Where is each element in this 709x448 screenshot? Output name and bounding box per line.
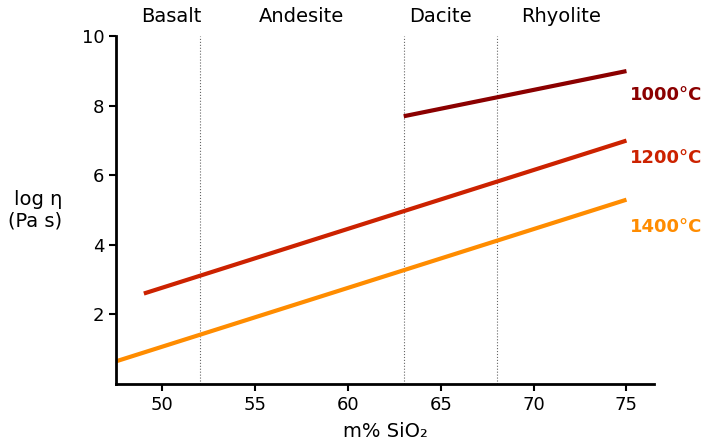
Text: Basalt: Basalt — [142, 7, 202, 26]
Text: Rhyolite: Rhyolite — [522, 7, 601, 26]
Y-axis label: log η
(Pa s): log η (Pa s) — [8, 190, 62, 231]
Text: 1200°C: 1200°C — [630, 149, 703, 167]
Text: Dacite: Dacite — [410, 7, 472, 26]
Text: 1000°C: 1000°C — [630, 86, 703, 104]
Text: 1400°C: 1400°C — [630, 219, 703, 237]
X-axis label: m% SiO₂: m% SiO₂ — [342, 422, 428, 441]
Text: Andesite: Andesite — [259, 7, 345, 26]
